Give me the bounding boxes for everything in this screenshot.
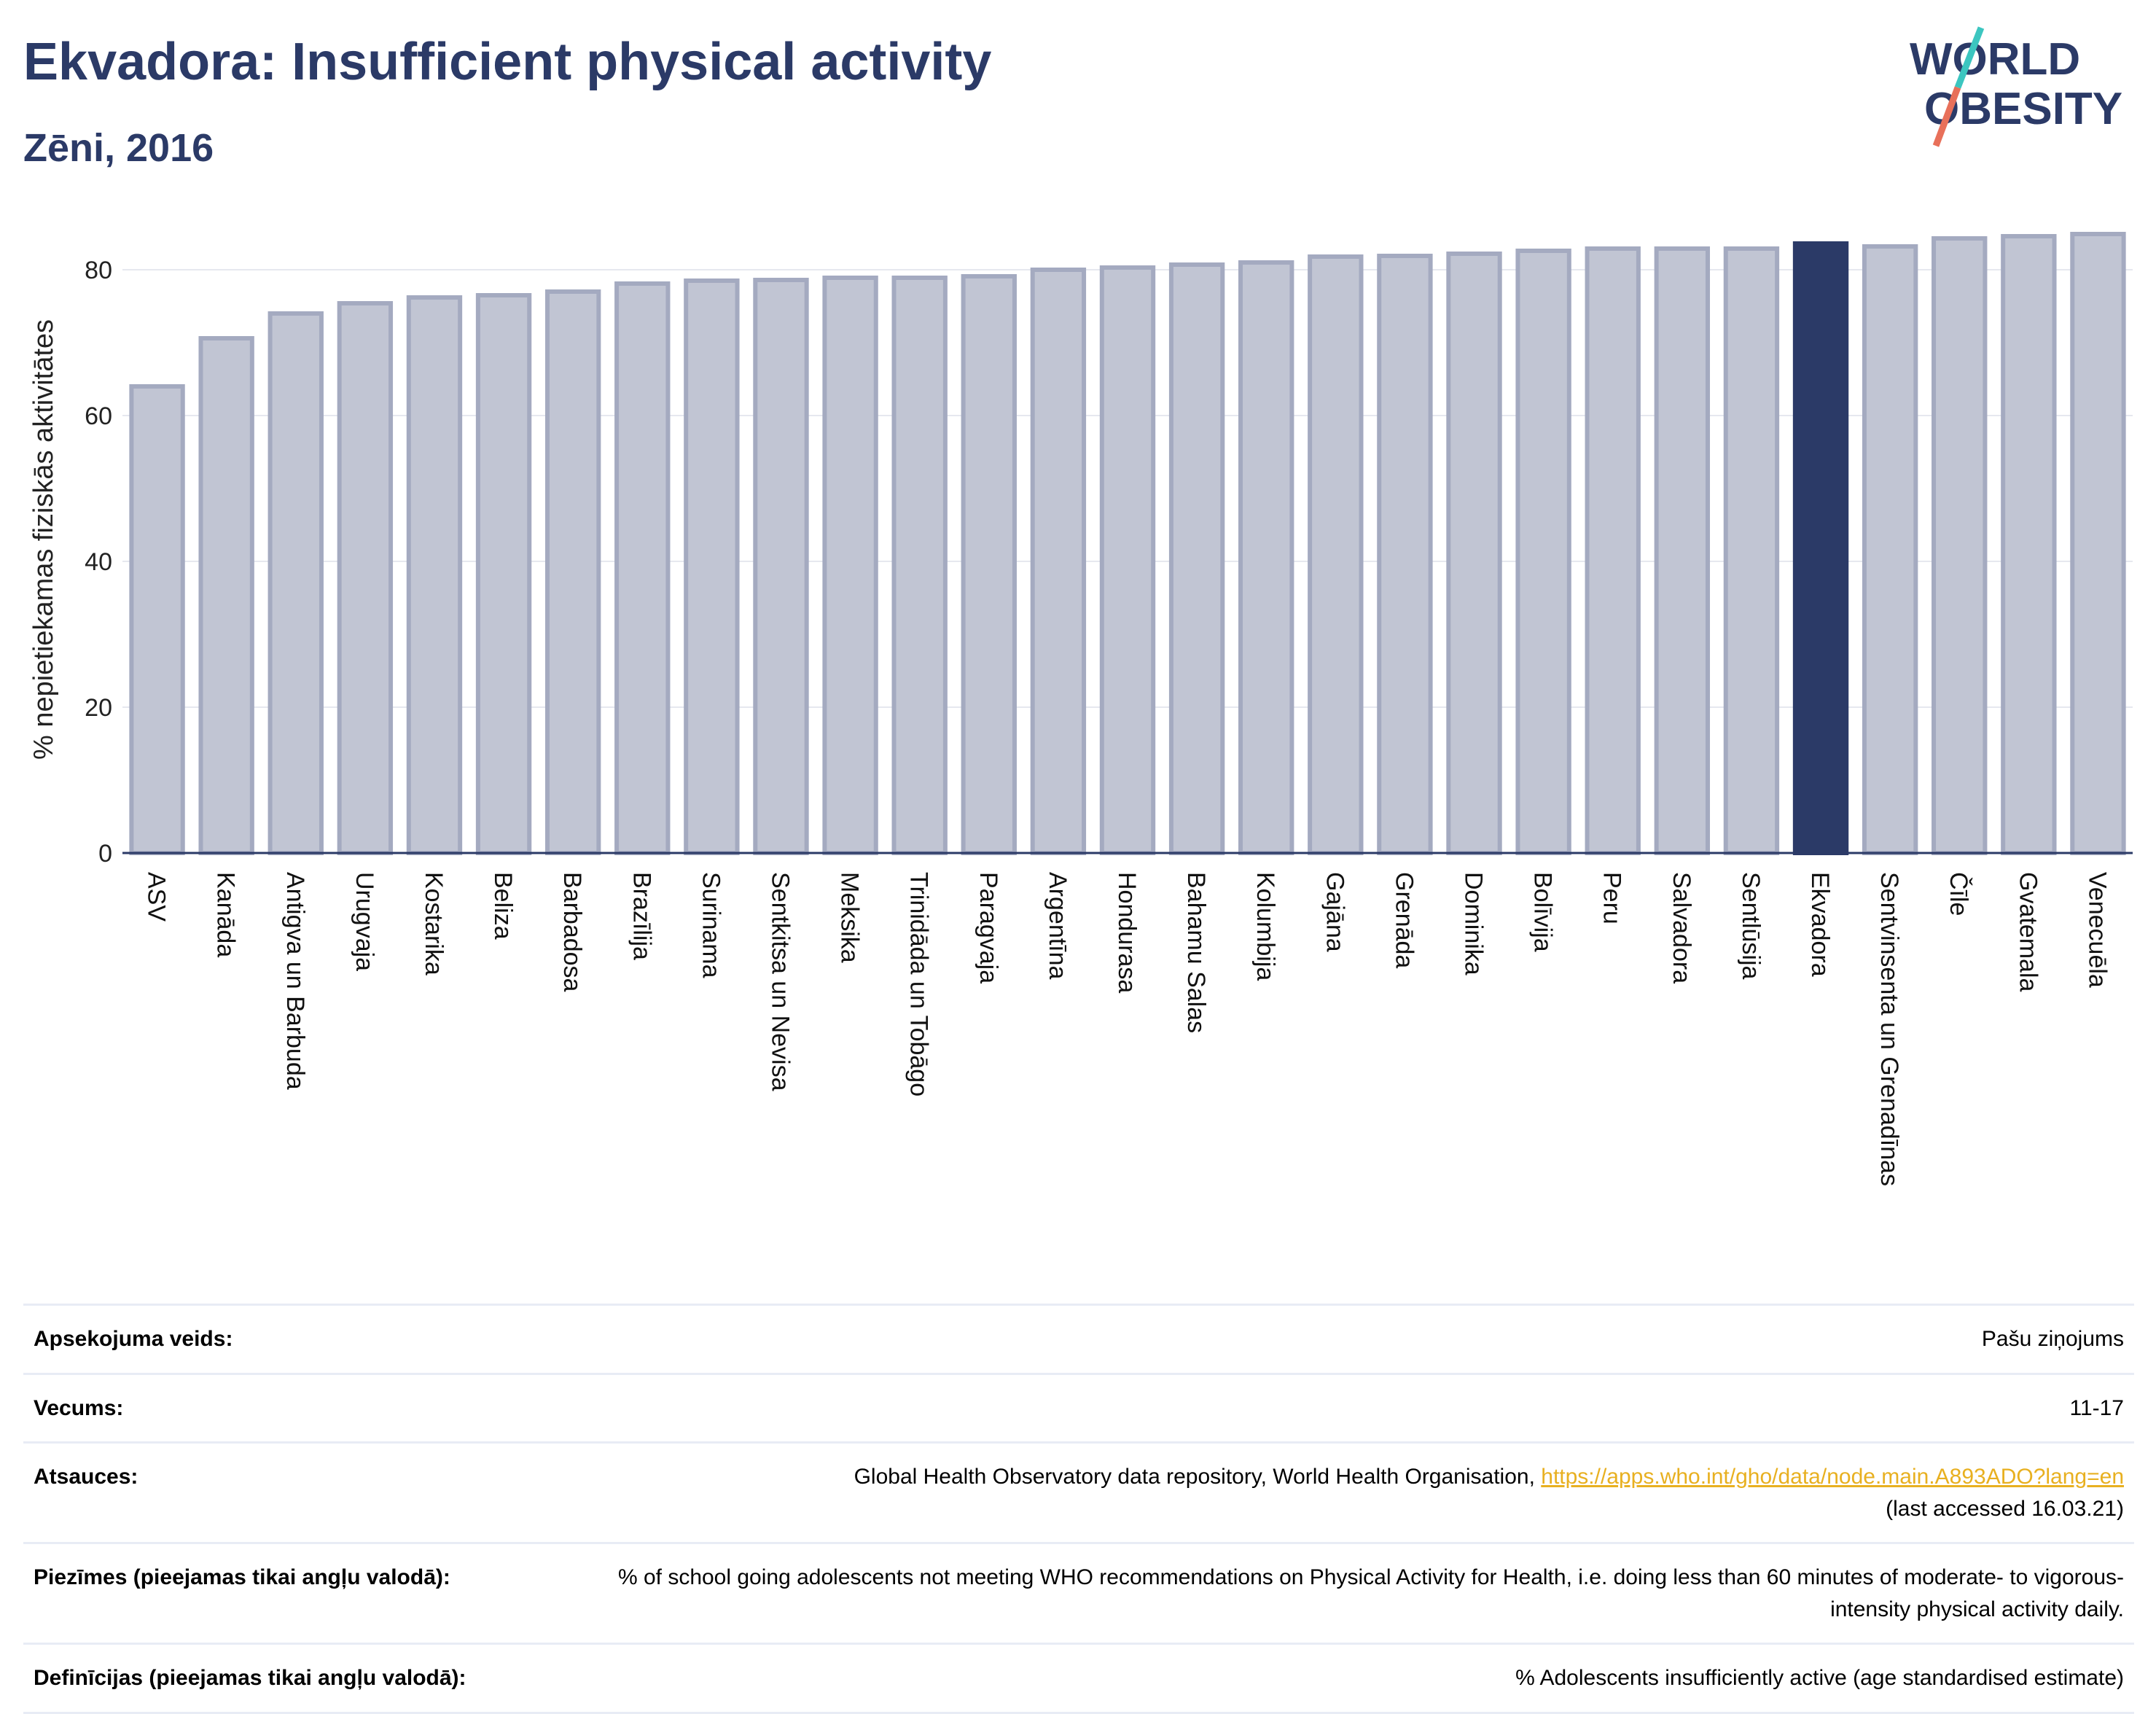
page-subtitle: Zēni, 2016 [23, 126, 214, 170]
x-tick-label: Paragvaja [975, 872, 1002, 983]
bar [1168, 262, 1225, 855]
details-key: Definīcijas (pieejamas tikai angļu valod… [23, 1643, 598, 1714]
y-tick-label: 40 [85, 548, 112, 576]
x-tick-label: Sentvinsenta un Grenadīnas [1875, 872, 1903, 1186]
x-tick-label: Argentīna [1044, 872, 1071, 980]
bar [1723, 246, 1780, 855]
details-value: % of school going adolescents not meetin… [598, 1542, 2134, 1644]
x-tick-label: Sentkitsa un Nevisa [766, 872, 794, 1091]
world-obesity-logo: WORLD OBESITY [1910, 26, 2122, 147]
x-tick-label: Bahamu Salas [1182, 872, 1210, 1033]
x-tick-label: Gajāna [1321, 872, 1348, 952]
bar [267, 311, 324, 855]
x-tick-label: Salvadora [1668, 872, 1695, 983]
x-tick-label: Grenāda [1390, 872, 1418, 968]
bar [406, 295, 463, 855]
bar [2001, 234, 2057, 855]
details-value: % Adolescents insufficiently active (age… [598, 1643, 2134, 1714]
bar [1862, 244, 1918, 855]
reference-link[interactable]: https://apps.who.int/gho/data/node.main.… [1541, 1465, 2124, 1489]
bar [753, 278, 809, 855]
bar [198, 336, 254, 855]
x-tick-label: Barbadosa [558, 872, 586, 992]
bar [544, 289, 601, 855]
details-key: Vecums: [23, 1372, 598, 1443]
x-tick-label: Kanāda [212, 872, 240, 957]
bar [684, 278, 740, 855]
details-value: Pašu ziņojums [598, 1304, 2134, 1374]
details-key: Piezīmes (pieejamas tikai angļu valodā): [23, 1542, 598, 1644]
reference-text: Global Health Observatory data repositor… [854, 1465, 1535, 1489]
bar [891, 276, 948, 855]
bar [1377, 254, 1433, 855]
bar [2070, 232, 2126, 855]
x-tick-label: Hondurasa [1113, 872, 1141, 993]
y-tick-label: 60 [85, 402, 112, 430]
x-tick-label: Surinama [697, 872, 724, 978]
bar [1308, 254, 1364, 855]
x-tick-label: Antigva un Barbuda [281, 872, 309, 1090]
reference-accessed: (last accessed 16.03.21) [1886, 1496, 2124, 1521]
x-tick-label: Urugvaja [351, 872, 378, 971]
bar [475, 293, 532, 855]
x-tick-label: Peru [1598, 872, 1626, 924]
y-tick-label: 0 [98, 840, 112, 868]
x-tick-label: Beliza [489, 872, 517, 940]
y-tick-label: 80 [85, 257, 112, 284]
details-value: Global Health Observatory data repositor… [598, 1441, 2134, 1543]
bar-chart: 0 20 40 60 80 % nepietiekamas fiziskās aktivi… [28, 232, 2133, 1186]
x-tick-label: Bolīvija [1529, 872, 1557, 952]
bar [1515, 249, 1571, 855]
bar [614, 281, 671, 855]
bar [1030, 268, 1087, 855]
x-tick-label: Trinidāda un Tobāgo [905, 872, 933, 1096]
x-tick-label: Kostarika [420, 872, 448, 975]
details-row-age: Vecums: 11-17 [23, 1372, 2134, 1443]
x-tick-label: Gvatemala [2014, 872, 2042, 992]
details-row-survey: Apsekojuma veids: Pašu ziņojums [23, 1304, 2134, 1374]
details-value: 11-17 [598, 1372, 2134, 1443]
bar [1792, 241, 1849, 855]
x-tick-label: Brazīlija [628, 872, 655, 960]
y-axis-title: % nepietiekamas fiziskās aktivitātes [28, 319, 59, 760]
logo-slash-teal [1954, 26, 1985, 89]
bar [1932, 236, 1988, 855]
bar [961, 274, 1017, 855]
x-tick-label: Čīle [1945, 872, 1972, 916]
bar [1585, 246, 1641, 855]
bar [1654, 246, 1711, 855]
details-table: Apsekojuma veids: Pašu ziņojums Vecums: … [23, 1304, 2134, 1714]
logo-line1: WORLD [1910, 34, 2080, 85]
bar [1446, 252, 1502, 855]
details-key: Apsekojuma veids: [23, 1304, 598, 1374]
bar [1099, 265, 1156, 855]
x-tick-label: Sentlūsija [1737, 872, 1765, 980]
logo-slash-coral [1932, 86, 1961, 147]
x-tick-label: Venecuēla [2083, 872, 2111, 988]
x-tick-label: Dominika [1460, 872, 1488, 975]
details-key: Atsauces: [23, 1441, 598, 1543]
x-tick-label: Kolumbija [1251, 872, 1279, 981]
bar [129, 384, 185, 855]
bar [337, 301, 394, 855]
x-tick-label: Ekvadora [1806, 872, 1834, 977]
details-row-definitions: Definīcijas (pieejamas tikai angļu valod… [23, 1643, 2134, 1714]
details-row-references: Atsauces: Global Health Observatory data… [23, 1441, 2134, 1543]
details-row-notes: Piezīmes (pieejamas tikai angļu valodā):… [23, 1542, 2134, 1644]
bar [822, 276, 878, 855]
bar [1238, 260, 1294, 855]
y-tick-label: 20 [85, 694, 112, 722]
x-tick-label: Meksika [836, 872, 864, 963]
page-title: Ekvadora: Insufficient physical activity [23, 33, 992, 91]
x-tick-label: ASV [143, 872, 171, 922]
